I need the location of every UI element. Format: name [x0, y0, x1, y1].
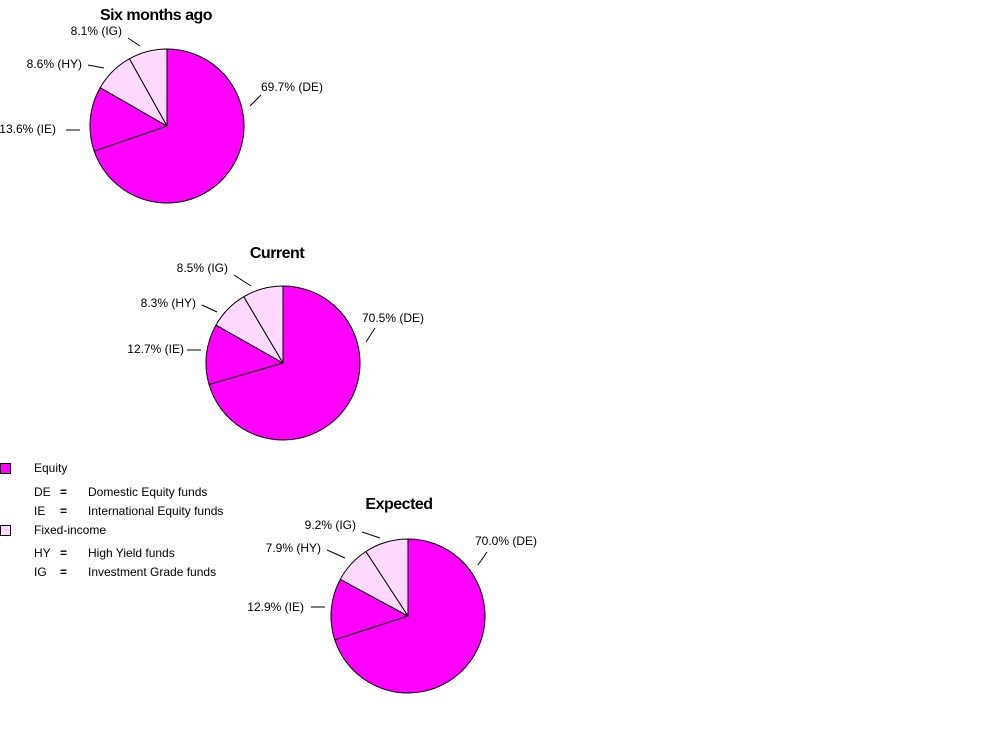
legend-label-fixed-income: Fixed-income: [34, 523, 107, 537]
legend-abbr-ig: IG: [34, 565, 47, 579]
leader-line-ig: [233, 274, 252, 287]
leader-line-ig: [361, 531, 381, 539]
legend-abbr-ie: IE: [34, 504, 46, 518]
legend-abbr-de: DE: [34, 485, 51, 499]
pie-slice-de: [93, 48, 245, 204]
chart-title: Current: [250, 245, 305, 262]
pie-slice-ie: [330, 578, 409, 641]
chart-title: Expected: [365, 496, 432, 513]
legend-abbr-hy: HY: [34, 546, 51, 560]
legend-desc-de: Domestic Equity funds: [88, 485, 208, 499]
leader-line-hy: [201, 304, 218, 313]
pie-slice-ig: [243, 285, 284, 364]
chart-title: Six months ago: [100, 7, 213, 24]
slice-label-ig: 8.5% (IG): [177, 261, 228, 275]
pie-slice-ie: [205, 324, 284, 385]
leader-line-de: [365, 327, 376, 343]
pie-slice-de: [334, 538, 486, 694]
legend-desc-ie: International Equity funds: [88, 504, 224, 518]
legend-label-equity: Equity: [34, 461, 68, 475]
leader-line-hy: [326, 549, 346, 559]
slice-label-de: 70.0% (DE): [475, 534, 537, 548]
pie-slice-de: [208, 285, 361, 441]
slice-label-ie: 13.6% (IE): [0, 122, 56, 136]
legend-equals: =: [60, 565, 68, 579]
slice-label-de: 69.7% (DE): [261, 80, 323, 94]
pie-chart-2: Current 70.5% (DE) 12.7% (IE) 8.3% (HY) 8.5%…: [127, 245, 424, 441]
slice-label-ig: 9.2% (IG): [305, 518, 356, 532]
slice-label-ie: 12.7% (IE): [127, 342, 184, 356]
legend-equity: Equity: [0, 460, 67, 476]
slice-label-de: 70.5% (DE): [362, 311, 424, 325]
legend-swatch-equity: [0, 462, 11, 474]
slice-label-hy: 7.9% (HY): [266, 541, 321, 555]
slice-label-ig: 8.1% (IG): [71, 24, 122, 38]
pie-slice-ig: [128, 48, 168, 127]
leader-line-de: [249, 94, 262, 107]
leader-line-de: [477, 551, 488, 566]
leader-line-ig: [127, 37, 141, 47]
pie-slice-ig: [365, 538, 409, 617]
legend-equals: =: [60, 485, 68, 499]
legend-equals: =: [60, 546, 68, 560]
pie-chart-1: Six months ago 69.7% (DE) 13.6% (IE) 8.6% (…: [0, 7, 323, 204]
legend-desc-ig: Investment Grade funds: [88, 565, 217, 579]
legend-desc-hy: High Yield funds: [88, 546, 175, 560]
pie-chart-3: Expected 70.0% (DE) 12.9% (IE) 7.9% (HY) 9.2…: [247, 496, 537, 694]
pie-slice-ie: [89, 87, 168, 152]
legend-fixed-income: Fixed-income: [0, 522, 106, 538]
legend-swatch-fixed-income: [0, 524, 11, 536]
slice-label-ie: 12.9% (IE): [247, 600, 304, 614]
leader-line-hy: [87, 64, 105, 69]
slice-label-hy: 8.6% (HY): [27, 57, 82, 71]
legend-equals: =: [60, 504, 68, 518]
slice-label-hy: 8.3% (HY): [141, 296, 196, 310]
